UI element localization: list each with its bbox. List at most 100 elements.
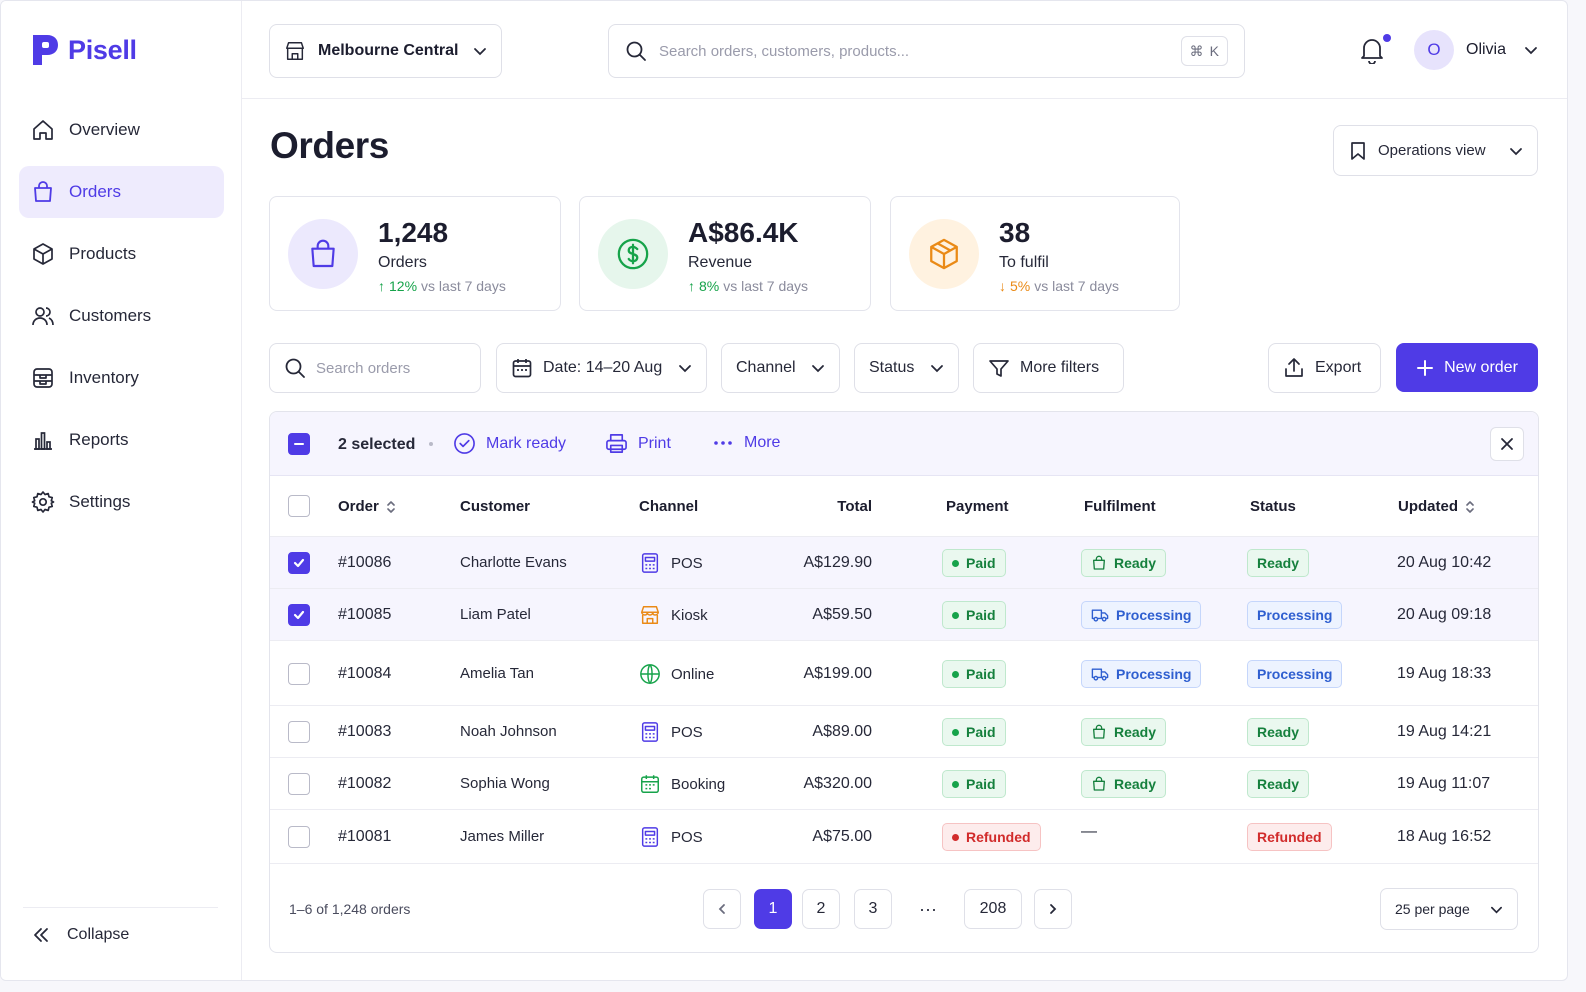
shopping-bag-icon	[1093, 724, 1105, 739]
column-updated[interactable]: Updated	[1398, 498, 1476, 515]
bookmark-icon	[1351, 141, 1365, 160]
column-total: Total	[770, 498, 872, 515]
pagination-summary: 1–6 of 1,248 orders	[289, 901, 411, 917]
page-button-3[interactable]: 3	[854, 889, 892, 929]
column-customer: Customer	[460, 498, 530, 515]
user-menu[interactable]: O Olivia	[1414, 30, 1538, 70]
sidebar: Pisell Overview Orders Products Customer…	[1, 1, 242, 980]
row-checkbox[interactable]	[288, 721, 310, 743]
payment-cell: Refunded	[942, 823, 1041, 851]
inventory-icon	[33, 368, 53, 388]
order-total: A$75.00	[812, 828, 872, 845]
sidebar-item-products[interactable]: Products	[19, 228, 224, 280]
dollar-icon	[617, 238, 649, 270]
pos-terminal-icon	[639, 552, 661, 574]
status-badge: Ready	[1247, 770, 1310, 798]
table-row[interactable]: #10084 Amelia Tan Online A$199.00 Paid Proces…	[270, 641, 1538, 706]
view-selector[interactable]: Operations view	[1333, 125, 1538, 176]
sidebar-item-reports[interactable]: Reports	[19, 414, 224, 466]
channel-cell: Online	[639, 663, 714, 685]
pagination-ellipsis: ···	[919, 899, 937, 919]
row-checkbox[interactable]	[288, 773, 310, 795]
column-channel: Channel	[639, 498, 698, 515]
more-filters-label: More filters	[1020, 359, 1100, 376]
orders-search-input[interactable]: Search orders	[269, 343, 481, 393]
channel-label: POS	[671, 723, 703, 741]
notifications-button[interactable]	[1359, 36, 1385, 64]
kpi-icon-bg	[909, 219, 979, 289]
minus-icon	[294, 443, 304, 445]
store-icon	[286, 42, 304, 60]
calendar-icon	[639, 773, 661, 795]
store-selector[interactable]: Melbourne Central	[269, 24, 502, 78]
prev-page-button[interactable]	[703, 889, 741, 929]
channel-label: Kiosk	[671, 606, 708, 624]
home-icon	[33, 120, 53, 140]
date-filter[interactable]: Date: 14–20 Aug	[496, 343, 707, 393]
payment-label: Paid	[966, 607, 996, 623]
channel-filter[interactable]: Channel	[721, 343, 840, 393]
order-id[interactable]: #10083	[338, 723, 392, 740]
status-cell: Refunded	[1247, 823, 1332, 851]
next-page-button[interactable]	[1034, 889, 1072, 929]
page-button-2[interactable]: 2	[802, 889, 840, 929]
kpi-delta-period: vs last 7 days	[723, 278, 809, 294]
more-actions-button[interactable]: More	[712, 432, 780, 454]
channel-cell: Kiosk	[639, 604, 708, 626]
status-dot	[952, 728, 959, 736]
pagination: 1–6 of 1,248 orders 1 2 3 ··· 208 25 per…	[270, 864, 1538, 952]
order-id[interactable]: #10084	[338, 665, 392, 682]
sidebar-item-customers[interactable]: Customers	[19, 290, 224, 342]
more-filters-button[interactable]: More filters	[973, 343, 1124, 393]
clear-selection-button[interactable]	[1490, 427, 1524, 461]
date-filter-label: Date: 14–20 Aug	[543, 359, 663, 376]
page-button-last[interactable]: 208	[964, 889, 1022, 929]
collapse-button[interactable]: Collapse	[23, 907, 218, 945]
users-icon	[32, 307, 54, 326]
mark-ready-button[interactable]: Mark ready	[453, 432, 566, 455]
row-checkbox[interactable]	[288, 826, 310, 848]
orders-table-card: 2 selected Mark ready Print More Order	[269, 411, 1539, 953]
new-order-button[interactable]: New order	[1396, 343, 1538, 392]
table-row[interactable]: #10085 Liam Patel Kiosk A$59.50 Paid Processi…	[270, 589, 1538, 641]
payment-badge: Paid	[942, 549, 1006, 577]
order-id[interactable]: #10082	[338, 775, 392, 792]
chevron-right-icon	[1050, 904, 1057, 914]
payment-cell: Paid	[942, 549, 1006, 577]
order-total: A$59.50	[812, 606, 872, 623]
table-row[interactable]: #10086 Charlotte Evans POS A$129.90 Paid Read…	[270, 537, 1538, 589]
order-id[interactable]: #10086	[338, 554, 392, 571]
sidebar-item-settings[interactable]: Settings	[19, 476, 224, 528]
order-id[interactable]: #10085	[338, 606, 392, 623]
payment-badge: Paid	[942, 601, 1006, 629]
sidebar-item-orders[interactable]: Orders	[19, 166, 224, 218]
export-button[interactable]: Export	[1268, 343, 1381, 393]
global-search-input[interactable]: Search orders, customers, products... ⌘ …	[608, 24, 1245, 78]
page-button-1[interactable]: 1	[754, 889, 792, 929]
table-header: Order Customer Channel Total Payment Ful…	[270, 476, 1538, 537]
row-checkbox[interactable]	[288, 604, 310, 626]
filter-icon	[989, 360, 1009, 377]
order-total: A$320.00	[803, 775, 872, 792]
status-filter[interactable]: Status	[854, 343, 959, 393]
updated-time: 20 Aug 10:42	[1397, 554, 1492, 571]
fulfilment-cell: Processing	[1081, 660, 1202, 688]
logo[interactable]: Pisell	[31, 33, 137, 67]
table-row[interactable]: #10081 James Miller POS A$75.00 Refunded — Ref…	[270, 810, 1538, 864]
table-row[interactable]: #10082 Sophia Wong Booking A$320.00 Paid Read…	[270, 758, 1538, 810]
print-button[interactable]: Print	[605, 432, 671, 455]
sidebar-item-overview[interactable]: Overview	[19, 104, 224, 156]
select-all-checkbox[interactable]	[288, 495, 310, 517]
table-row[interactable]: #10083 Noah Johnson POS A$89.00 Paid Ready Rea…	[270, 706, 1538, 758]
per-page-select[interactable]: 25 per page	[1380, 888, 1518, 930]
kpi-delta-value: 5%	[1010, 278, 1031, 294]
row-checkbox[interactable]	[288, 663, 310, 685]
column-order[interactable]: Order	[338, 498, 397, 515]
select-all-indeterminate-checkbox[interactable]	[288, 433, 310, 455]
updated-time: 19 Aug 14:21	[1397, 723, 1492, 740]
sidebar-item-inventory[interactable]: Inventory	[19, 352, 224, 404]
shortcut-key: K	[1209, 43, 1219, 59]
row-checkbox[interactable]	[288, 552, 310, 574]
status-cell: Ready	[1247, 770, 1310, 798]
order-id[interactable]: #10081	[338, 828, 392, 845]
